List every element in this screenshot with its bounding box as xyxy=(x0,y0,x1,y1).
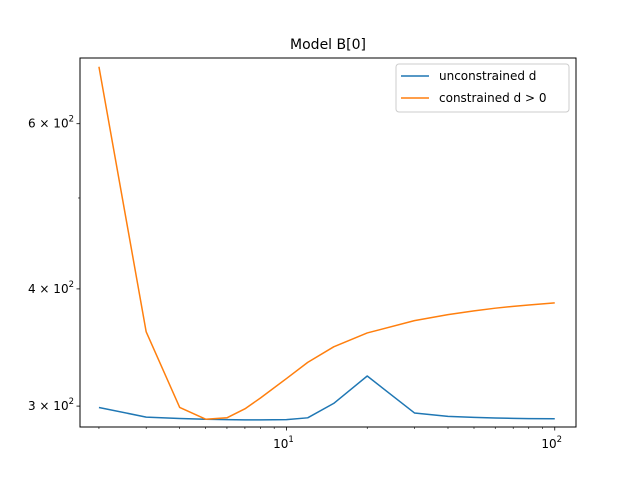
chart-title: Model B[0] xyxy=(290,37,366,53)
legend-label: constrained d > 0 xyxy=(439,91,546,105)
y-tick-label: 6 × 102 xyxy=(28,115,74,131)
y-tick-label: 3 × 102 xyxy=(28,397,74,413)
plot-frame xyxy=(79,57,577,428)
legend-box xyxy=(395,63,570,113)
series-line-0 xyxy=(98,375,555,421)
x-tick-label: 101 xyxy=(273,435,294,451)
legend-label: unconstrained d xyxy=(439,69,536,83)
axis-ticks: 101 102 3 × 102 4 × 102 6 × 102 xyxy=(28,115,562,451)
legend: unconstrained d constrained d > 0 xyxy=(395,63,570,113)
y-tick-label: 4 × 102 xyxy=(28,280,74,296)
plot-lines xyxy=(98,66,555,421)
x-tick-label: 102 xyxy=(541,435,562,451)
series-line-1 xyxy=(98,66,555,420)
